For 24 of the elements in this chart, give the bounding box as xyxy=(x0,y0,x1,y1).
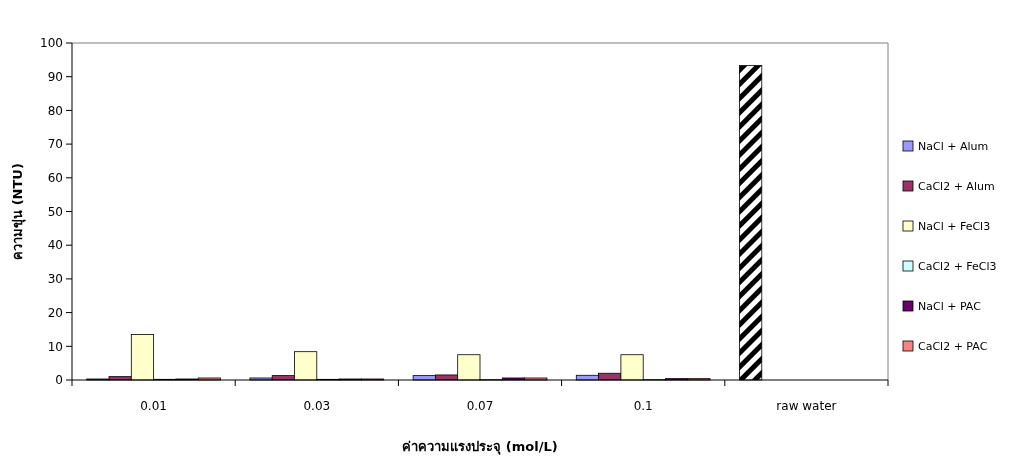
y-tick-label: 60 xyxy=(47,171,63,185)
x-axis-title: ค่าความแรงประจุ (mol/L) xyxy=(402,439,558,455)
y-tick-label: 80 xyxy=(47,103,63,118)
x-tick-label: 0.03 xyxy=(303,399,331,413)
legend-label: NaCl + Alum xyxy=(918,139,989,153)
y-tick-label: 90 xyxy=(47,69,63,84)
legend-label: CaCl2 + Alum xyxy=(918,179,995,193)
y-tick-label: 30 xyxy=(47,272,63,287)
x-tick-label: raw water xyxy=(776,399,837,413)
y-tick-label: 40 xyxy=(47,238,63,253)
y-tick-label: 0 xyxy=(55,373,63,388)
x-tick-label: 0.1 xyxy=(633,399,653,413)
y-tick-label: 10 xyxy=(47,339,63,354)
y-axis-title: ความขุ่น (NTU) xyxy=(10,163,26,260)
legend-label: NaCl + PAC xyxy=(918,299,982,313)
y-tick-label: 20 xyxy=(47,305,63,320)
y-tick-label: 100 xyxy=(40,36,63,51)
x-tick-label: 0.01 xyxy=(140,399,167,413)
x-tick-label: 0.07 xyxy=(466,399,494,413)
legend-label: CaCl2 + PAC xyxy=(918,339,988,353)
y-tick-label: 70 xyxy=(47,137,63,152)
legend-label: NaCl + FeCl3 xyxy=(918,219,991,233)
legend-label: CaCl2 + FeCl3 xyxy=(918,259,997,273)
y-tick-label: 50 xyxy=(47,204,63,219)
